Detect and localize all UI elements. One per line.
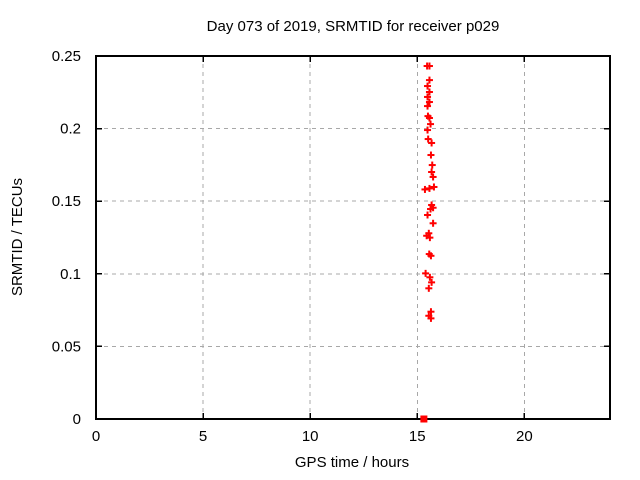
data-point-plus — [422, 269, 430, 277]
x-tick-label: 15 — [409, 428, 426, 445]
data-point-plus — [426, 273, 434, 281]
data-point-plus — [424, 82, 432, 90]
chart-title: Day 073 of 2019, SRMTID for receiver p02… — [207, 18, 500, 35]
data-point-plus — [427, 205, 435, 213]
gridlines — [96, 56, 610, 419]
data-point-plus — [427, 308, 435, 316]
y-tick-label: 0.2 — [60, 121, 81, 138]
x-tick-label: 5 — [199, 428, 207, 445]
data-point-plus — [427, 151, 435, 159]
data-point-plus — [428, 139, 436, 147]
data-point-plus — [428, 278, 436, 286]
data-point-plus — [428, 168, 436, 176]
data-point-plus — [424, 93, 432, 101]
x-tick-label: 0 — [92, 428, 100, 445]
data-point-plus — [429, 173, 437, 181]
data-point-plus — [429, 219, 437, 227]
data-point-plus — [426, 234, 434, 242]
data-point-plus — [425, 114, 433, 122]
data-point-plus — [427, 120, 435, 128]
x-axis-label: GPS time / hours — [295, 454, 409, 471]
x-tick-label: 20 — [516, 428, 533, 445]
data-point-plus — [421, 185, 429, 193]
data-point-plus — [425, 284, 433, 292]
axis-ticks — [95, 55, 610, 420]
data-point-plus — [425, 88, 433, 96]
y-tick-label: 0.1 — [60, 266, 81, 283]
y-axis-label: SRMTID / TECUs — [9, 178, 26, 296]
data-point-plus — [427, 314, 435, 322]
data-point-plus — [424, 135, 432, 143]
data-point-plus — [424, 126, 432, 134]
tick-labels: 0 5 10 15 20 0 0.05 0.1 0.15 0.2 0.25 — [52, 48, 533, 445]
data-point-plus — [424, 102, 432, 110]
data-point-plus — [425, 62, 433, 70]
y-tick-label: 0 — [73, 411, 81, 428]
data-point-plus — [427, 252, 435, 260]
plot-border-rect — [95, 55, 611, 420]
data-markers — [420, 62, 438, 423]
data-point-plus — [425, 98, 433, 106]
y-tick-label: 0.05 — [52, 338, 81, 355]
data-point-plus — [428, 161, 436, 169]
data-point-plus — [424, 211, 432, 219]
data-point-plus — [425, 184, 433, 192]
data-point-plus — [430, 183, 438, 191]
x-tick-label: 10 — [302, 428, 319, 445]
y-tick-label: 0.25 — [52, 48, 81, 65]
y-tick-label: 0.15 — [52, 193, 81, 210]
data-point-square — [420, 415, 428, 423]
data-point-plus — [425, 76, 433, 84]
plot-border — [95, 55, 611, 420]
